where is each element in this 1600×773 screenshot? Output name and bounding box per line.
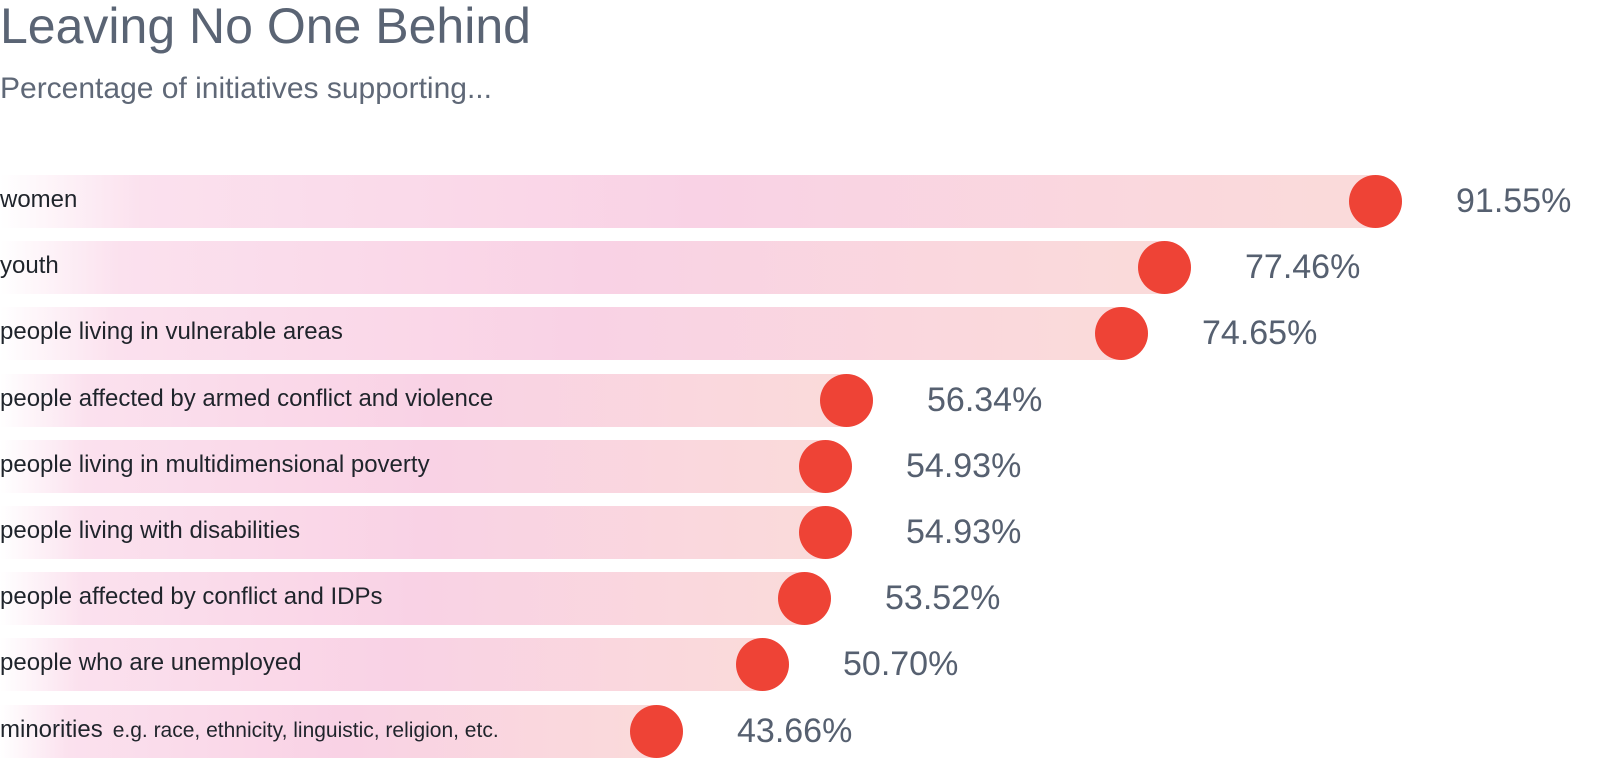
bar bbox=[0, 175, 1402, 228]
bar-end-marker bbox=[1138, 241, 1191, 294]
category-label-text: people affected by armed conflict and vi… bbox=[0, 385, 494, 412]
bar bbox=[0, 506, 852, 559]
value-label: 56.34% bbox=[927, 381, 1043, 419]
bar-row: youth 77.46% bbox=[0, 241, 1600, 294]
value-label: 53.52% bbox=[885, 579, 1001, 617]
bar bbox=[0, 241, 1191, 294]
category-label: people living with disabilities bbox=[0, 506, 300, 559]
category-label-text: people living with disabilities bbox=[0, 517, 301, 544]
bar-end-marker bbox=[799, 506, 852, 559]
bar-end-marker bbox=[1349, 175, 1402, 228]
value-label: 43.66% bbox=[737, 712, 853, 750]
bar-end-marker bbox=[799, 440, 852, 493]
bar-row: women 91.55% bbox=[0, 175, 1600, 228]
bar-row: people who are unemployed 50.70% bbox=[0, 638, 1600, 691]
value-label: 77.46% bbox=[1245, 248, 1361, 286]
category-label-text: minorities bbox=[0, 716, 103, 743]
bar bbox=[0, 705, 683, 758]
bar bbox=[0, 572, 831, 625]
chart-subtitle: Percentage of initiatives supporting... bbox=[0, 72, 492, 105]
chart-title: Leaving No One Behind bbox=[0, 0, 531, 54]
category-label: minorities e.g. race, ethnicity, linguist… bbox=[0, 705, 499, 758]
bar-row: people affected by conflict and IDPs 53.5… bbox=[0, 572, 1600, 625]
bar-row: people living with disabilities 54.93% bbox=[0, 506, 1600, 559]
bar-end-marker bbox=[736, 638, 789, 691]
category-label-text: people affected by conflict and IDPs bbox=[0, 583, 383, 610]
value-label: 54.93% bbox=[906, 447, 1022, 485]
category-label: people affected by armed conflict and vi… bbox=[0, 374, 493, 427]
value-label: 50.70% bbox=[843, 645, 959, 683]
bar-end-marker bbox=[820, 374, 873, 427]
bar bbox=[0, 374, 873, 427]
category-label: people living in vulnerable areas bbox=[0, 307, 343, 360]
bar bbox=[0, 440, 852, 493]
category-note: e.g. race, ethnicity, linguistic, religi… bbox=[112, 719, 499, 742]
bar-row: people affected by armed conflict and vi… bbox=[0, 374, 1600, 427]
category-label-text: youth bbox=[0, 252, 59, 279]
bar bbox=[0, 307, 1148, 360]
bar bbox=[0, 638, 789, 691]
category-label-text: people who are unemployed bbox=[0, 649, 302, 676]
category-label-text: people living in multidimensional povert… bbox=[0, 451, 430, 478]
value-label: 91.55% bbox=[1456, 182, 1572, 220]
category-label: people living in multidimensional povert… bbox=[0, 440, 430, 493]
category-label-text: people living in vulnerable areas bbox=[0, 318, 343, 345]
bar-row: people living in vulnerable areas 74.65% bbox=[0, 307, 1600, 360]
category-label-text: women bbox=[0, 186, 78, 213]
bar-end-marker bbox=[1095, 307, 1148, 360]
bar-row: minorities e.g. race, ethnicity, linguist… bbox=[0, 705, 1600, 758]
category-label: youth bbox=[0, 241, 59, 294]
category-label: people affected by conflict and IDPs bbox=[0, 572, 382, 625]
category-label: women bbox=[0, 175, 77, 228]
category-label: people who are unemployed bbox=[0, 638, 302, 691]
value-label: 74.65% bbox=[1202, 314, 1318, 352]
bar-row: people living in multidimensional povert… bbox=[0, 440, 1600, 493]
value-label: 54.93% bbox=[906, 513, 1022, 551]
bar-end-marker bbox=[630, 705, 683, 758]
bar-end-marker bbox=[778, 572, 831, 625]
